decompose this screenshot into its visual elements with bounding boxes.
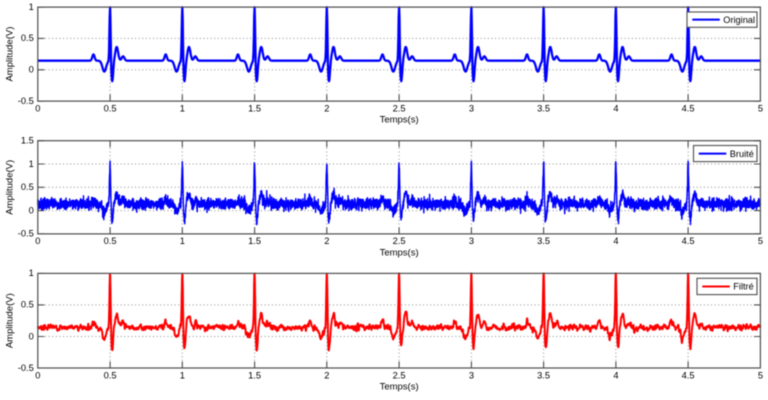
svg-text:Filtré: Filtré [733,282,753,292]
svg-text:0: 0 [29,65,34,75]
svg-text:4.5: 4.5 [682,236,695,246]
svg-text:2: 2 [324,103,329,113]
svg-text:Amplitude(V): Amplitude(V) [5,293,16,348]
svg-text:0: 0 [35,236,40,246]
svg-text:4: 4 [613,103,618,113]
svg-text:0: 0 [35,103,40,113]
svg-text:5: 5 [758,370,763,380]
svg-text:3.5: 3.5 [537,370,550,380]
svg-text:-0.5: -0.5 [18,229,34,239]
svg-text:1.5: 1.5 [21,136,34,146]
svg-text:3.5: 3.5 [537,236,550,246]
svg-text:1.5: 1.5 [248,236,261,246]
svg-text:1: 1 [29,2,34,12]
svg-text:2.5: 2.5 [393,370,406,380]
svg-text:1: 1 [29,159,34,169]
svg-text:Temps(s): Temps(s) [380,382,419,393]
svg-text:0.5: 0.5 [21,300,34,310]
svg-text:Amplitude(V): Amplitude(V) [5,27,16,82]
svg-text:Temps(s): Temps(s) [380,247,419,258]
svg-text:1.5: 1.5 [248,370,261,380]
svg-text:4.5: 4.5 [682,103,695,113]
svg-text:0: 0 [29,205,34,215]
svg-text:1: 1 [180,370,185,380]
svg-text:0.5: 0.5 [21,182,34,192]
svg-text:2.5: 2.5 [393,103,406,113]
svg-text:0: 0 [35,370,40,380]
svg-text:5: 5 [758,103,763,113]
svg-text:2: 2 [324,236,329,246]
svg-text:3: 3 [469,370,474,380]
svg-text:1: 1 [29,268,34,278]
svg-text:3: 3 [469,236,474,246]
svg-text:0.5: 0.5 [104,370,117,380]
svg-text:0: 0 [29,331,34,341]
svg-text:2.5: 2.5 [393,236,406,246]
svg-text:2: 2 [324,370,329,380]
svg-text:4: 4 [613,370,618,380]
svg-text:Temps(s): Temps(s) [380,115,419,126]
svg-text:5: 5 [758,236,763,246]
svg-text:3: 3 [469,103,474,113]
svg-text:-0.5: -0.5 [18,96,34,106]
svg-text:0.5: 0.5 [104,103,117,113]
svg-text:Original: Original [723,15,755,25]
svg-text:1: 1 [180,103,185,113]
svg-text:4.5: 4.5 [682,370,695,380]
svg-text:Bruité: Bruité [730,149,754,159]
svg-text:Amplitude(V): Amplitude(V) [5,160,16,215]
svg-text:0.5: 0.5 [104,236,117,246]
svg-text:1: 1 [180,236,185,246]
svg-text:1.5: 1.5 [248,103,261,113]
svg-text:3.5: 3.5 [537,103,550,113]
svg-text:-0.5: -0.5 [18,363,34,373]
svg-text:0.5: 0.5 [21,33,34,43]
svg-text:4: 4 [613,236,618,246]
